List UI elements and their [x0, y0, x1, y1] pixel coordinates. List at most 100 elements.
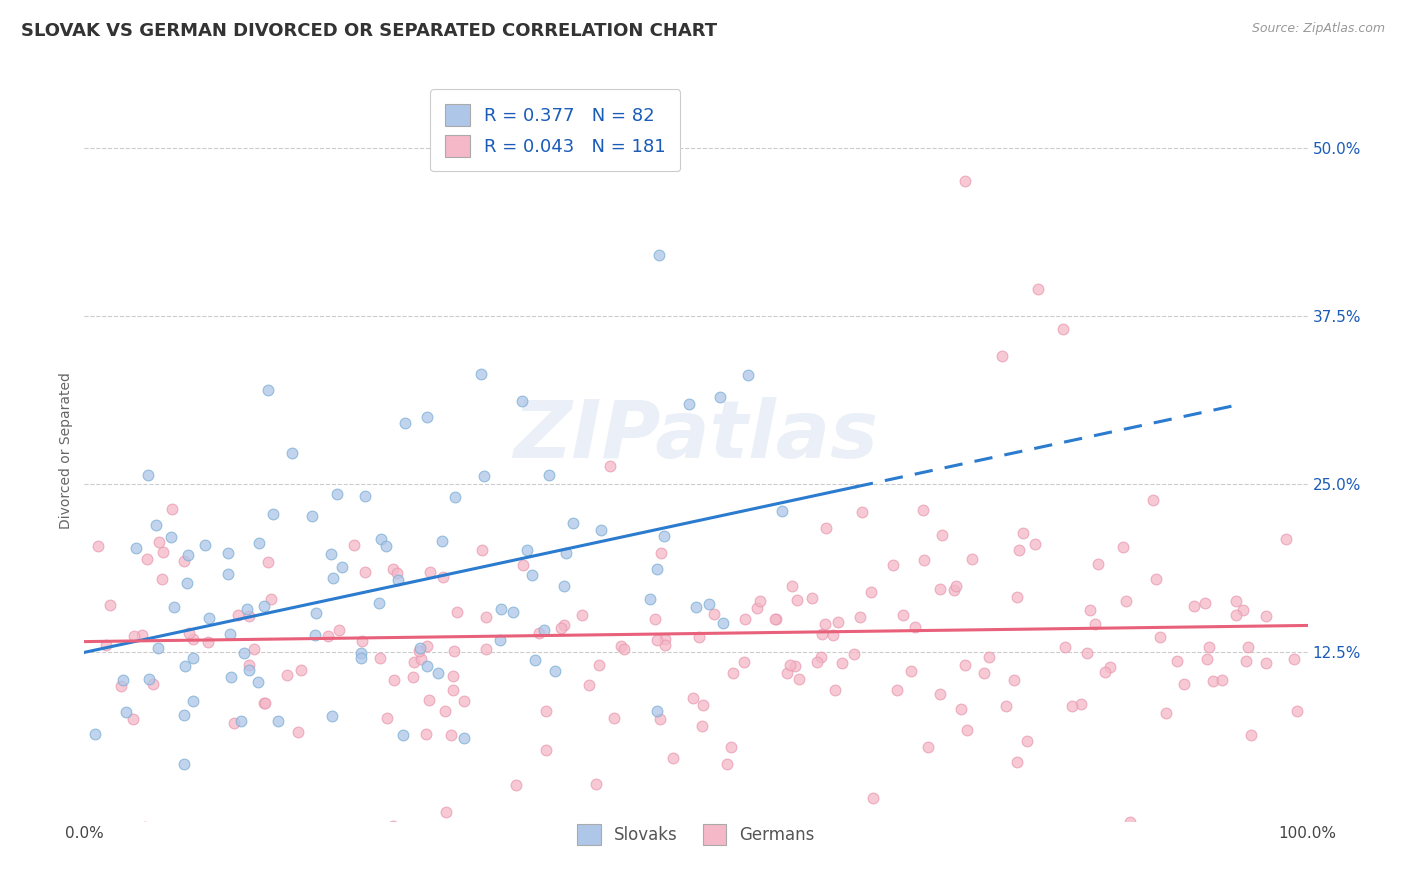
Point [475, 609, 498, 624]
Point [654, 632, 676, 647]
Point [453, 731, 475, 746]
Point [647, 633, 669, 648]
Point [426, 666, 449, 681]
Point [419, 565, 441, 579]
Point [813, 617, 835, 632]
Point [304, 628, 326, 642]
Text: ZIPatlas: ZIPatlas [513, 397, 879, 475]
Point [443, 644, 465, 658]
Point [553, 617, 575, 632]
Point [824, 683, 846, 698]
Point [991, 349, 1014, 363]
Point [654, 638, 676, 652]
Point [571, 608, 593, 623]
Point [148, 535, 170, 549]
Point [416, 409, 439, 424]
Point [827, 615, 849, 630]
Point [381, 819, 404, 833]
Point [416, 658, 439, 673]
Point [115, 706, 138, 720]
Point [1225, 607, 1247, 622]
Point [709, 390, 731, 404]
Point [343, 538, 366, 552]
Point [1237, 640, 1260, 655]
Point [145, 518, 167, 533]
Point [434, 834, 457, 848]
Point [150, 572, 173, 586]
Point [733, 655, 755, 669]
Point [471, 543, 494, 558]
Point [891, 608, 914, 623]
Point [138, 672, 160, 686]
Point [305, 607, 328, 621]
Point [87, 539, 110, 553]
Point [276, 667, 298, 681]
Point [125, 541, 148, 555]
Point [688, 630, 710, 644]
Point [370, 533, 392, 547]
Point [176, 576, 198, 591]
Point [229, 714, 252, 728]
Point [1256, 609, 1278, 624]
Point [387, 573, 409, 587]
Point [1195, 652, 1218, 666]
Point [534, 705, 557, 719]
Point [1201, 673, 1223, 688]
Point [217, 546, 239, 560]
Point [747, 601, 769, 615]
Point [602, 711, 624, 725]
Point [1008, 543, 1031, 558]
Point [472, 468, 495, 483]
Point [136, 468, 159, 483]
Point [152, 544, 174, 558]
Point [236, 602, 259, 616]
Point [1087, 558, 1109, 572]
Point [703, 607, 725, 622]
Point [1015, 734, 1038, 748]
Point [177, 625, 200, 640]
Y-axis label: Divorced or Separated: Divorced or Separated [59, 372, 73, 529]
Point [943, 582, 966, 597]
Point [904, 620, 927, 634]
Point [801, 591, 824, 606]
Point [218, 567, 240, 582]
Point [555, 546, 578, 560]
Point [1198, 640, 1220, 655]
Point [765, 612, 787, 626]
Point [650, 546, 672, 560]
Point [375, 711, 398, 725]
Point [111, 673, 134, 687]
Point [811, 627, 834, 641]
Point [911, 503, 934, 517]
Point [183, 694, 205, 708]
Point [197, 635, 219, 649]
Point [533, 623, 555, 637]
Point [1080, 603, 1102, 617]
Point [787, 672, 810, 686]
Point [953, 174, 976, 188]
Point [652, 529, 675, 543]
Point [382, 673, 405, 688]
Point [350, 646, 373, 660]
Point [1024, 537, 1046, 551]
Point [354, 489, 377, 503]
Point [281, 446, 304, 460]
Point [142, 677, 165, 691]
Point [1076, 646, 1098, 660]
Point [505, 778, 527, 792]
Point [516, 543, 538, 558]
Point [1002, 673, 1025, 687]
Point [247, 536, 270, 550]
Point [678, 397, 700, 411]
Point [949, 702, 972, 716]
Point [134, 820, 156, 834]
Point [1254, 656, 1277, 670]
Point [440, 728, 463, 742]
Point [538, 468, 561, 483]
Point [418, 692, 440, 706]
Point [1070, 697, 1092, 711]
Point [900, 664, 922, 678]
Point [775, 665, 797, 680]
Point [110, 679, 132, 693]
Point [368, 596, 391, 610]
